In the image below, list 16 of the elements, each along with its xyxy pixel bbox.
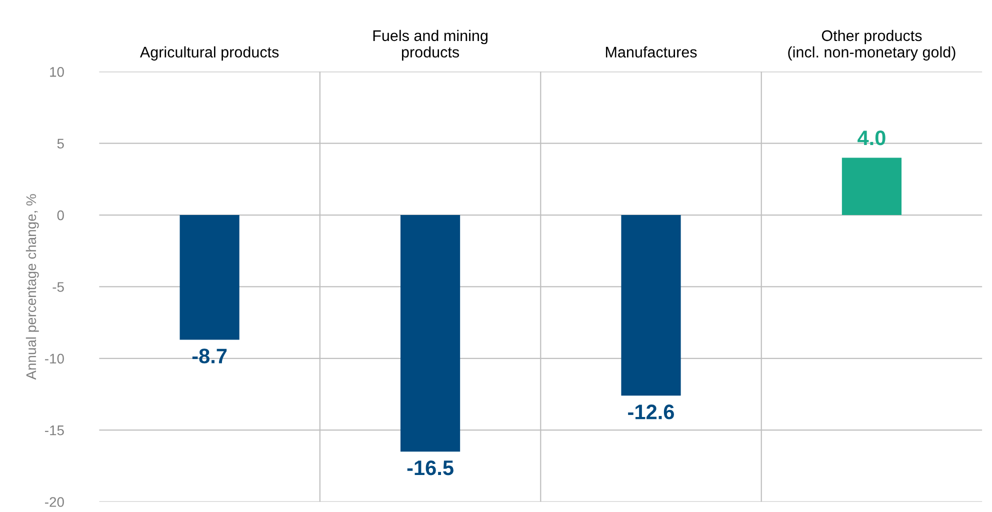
y-tick-label: -5 bbox=[52, 282, 64, 292]
y-axis-title: Annual percentage change, % bbox=[26, 194, 39, 380]
y-tick-label: -10 bbox=[45, 354, 64, 364]
data-label: -16.5 bbox=[407, 460, 454, 476]
x-tick-label: Manufactures bbox=[606, 46, 697, 58]
data-label: 4.0 bbox=[858, 130, 886, 146]
y-tick-label: 0 bbox=[57, 210, 64, 220]
y-tick-label: 5 bbox=[57, 138, 64, 149]
y-tick-label: 10 bbox=[50, 67, 64, 77]
data-label: -12.6 bbox=[628, 404, 674, 420]
y-tick-label: -20 bbox=[45, 497, 64, 507]
y-tick-label: -15 bbox=[45, 426, 64, 436]
data-label: -8.7 bbox=[192, 348, 227, 364]
x-tick-label: Agricultural products bbox=[140, 46, 279, 61]
x-tick-label: Fuels and mining products bbox=[373, 30, 488, 61]
x-tick-label: Other products (incl. non-monetary gold) bbox=[788, 30, 956, 61]
